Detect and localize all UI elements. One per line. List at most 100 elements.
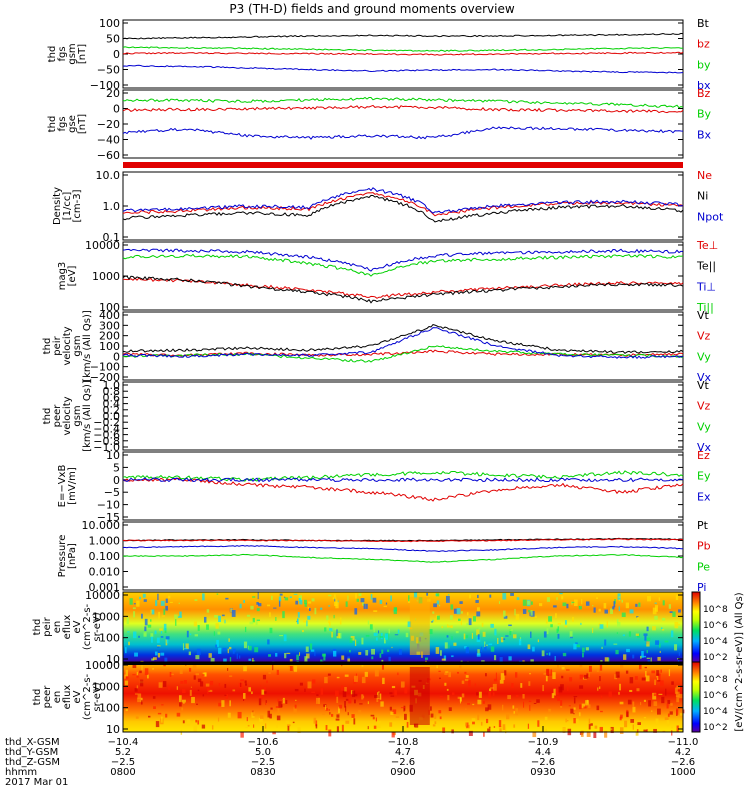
spectrogram-cell (183, 702, 185, 704)
spectrogram-cell (143, 632, 147, 637)
spectrogram-cell (490, 623, 494, 628)
spectrogram-cell (125, 647, 127, 654)
spectrogram-cell (277, 708, 280, 714)
spectrogram-cell (484, 641, 486, 648)
spectrogram-cell (477, 634, 480, 640)
spectrogram-cell (245, 683, 248, 686)
series-line (122, 126, 684, 140)
spectrogram-cell (662, 617, 666, 621)
spectrogram-cell (529, 612, 531, 617)
spectrogram-cell (588, 718, 591, 725)
spectrogram-cell (245, 727, 248, 729)
y-tick-label: 10 (106, 723, 120, 736)
spectrogram-cell (532, 731, 537, 738)
spectrogram-cell (483, 731, 485, 737)
y-axis-label: sr-eV) (92, 612, 103, 641)
spectrogram-cell (617, 621, 621, 627)
spectrogram-cell (604, 657, 609, 665)
y-tick-label: 10 (106, 449, 120, 462)
spectrogram-cell (472, 616, 476, 622)
spectrogram-cell (137, 693, 142, 700)
spectrogram-cell (247, 645, 249, 650)
x-axis-value: −2.5 (111, 757, 135, 768)
spectrogram-cell (356, 641, 359, 644)
spectrogram-cell (197, 678, 202, 683)
spectrogram-cell (461, 693, 465, 698)
legend-entry: by (697, 58, 711, 71)
spectrogram-cell (592, 627, 594, 634)
spectrogram-cell (459, 601, 463, 604)
spectrogram-cell (450, 625, 453, 629)
spectrogram-cell (181, 707, 184, 711)
spectrogram-cell (430, 706, 432, 711)
y-tick-label: 0.1 (103, 231, 121, 244)
spectrogram-cell (218, 615, 221, 623)
spectrogram-cell (367, 726, 369, 730)
spectrogram-cell (618, 606, 620, 612)
spectrogram-cell (200, 681, 204, 687)
spectrogram-cell (175, 619, 177, 626)
y-axis-label: velocity (62, 396, 73, 435)
spectrogram-cell (590, 723, 593, 726)
spectrogram-cell (600, 695, 603, 699)
spectrogram-cell (345, 601, 348, 607)
spectrogram-cell (269, 612, 271, 618)
spectrogram-cell (352, 690, 356, 698)
spectrogram-cell (293, 707, 297, 715)
spectrogram-cell (585, 647, 589, 651)
spectrogram-cell (282, 697, 285, 704)
spectrogram-cell (571, 601, 575, 603)
spectrogram-cell (358, 652, 362, 655)
spectrogram-cell (482, 631, 486, 637)
spectrogram-cell (354, 608, 358, 615)
spectrogram-event (409, 667, 430, 725)
spectrogram-cell (466, 623, 469, 626)
spectrogram-cell (348, 698, 352, 704)
spectrogram-cell (614, 674, 618, 680)
colorbar-tick: 10^6 (703, 691, 728, 701)
spectrogram-cell (548, 652, 551, 656)
spectrogram-cell (444, 672, 448, 675)
spectrogram-cell (436, 663, 438, 669)
spectrogram-cell (586, 673, 589, 679)
spectrogram-cell (460, 619, 462, 626)
spectrogram-cell (158, 611, 160, 619)
y-axis-label: peir (52, 335, 63, 355)
spectrogram-cell (610, 608, 613, 615)
spectrogram-cell (247, 724, 250, 727)
spectrogram-cell (372, 597, 377, 603)
spectrogram-cell (476, 607, 480, 611)
spectrogram-cell (389, 722, 393, 727)
spectrogram-cell (674, 621, 679, 629)
y-axis-label: [eV] (67, 266, 78, 287)
spectrogram-cell (628, 631, 632, 637)
spectrogram-cell (515, 708, 518, 716)
spectrogram-cell (579, 685, 584, 689)
spectrogram-cell (594, 725, 598, 729)
spectrogram-cell (133, 603, 136, 605)
spectrogram-cell (579, 704, 582, 710)
spectrogram-cell (559, 592, 563, 595)
spectrogram-cell (176, 686, 178, 690)
y-axis-label: thd (47, 116, 58, 133)
spectrogram-cell (527, 723, 530, 729)
spectrogram-cell (621, 599, 623, 603)
spectrogram-cell (208, 653, 212, 658)
spectrogram-cell (504, 670, 507, 676)
spectrogram-cell (191, 696, 195, 704)
spectrogram-cell (671, 681, 674, 685)
spectrogram-cell (147, 624, 152, 628)
spectrogram-cell (400, 707, 405, 709)
spectrogram-cell (336, 676, 340, 679)
spectrogram-cell (578, 606, 582, 610)
colorbar-tick: 10^4 (703, 707, 728, 717)
x-axis-value: 5.0 (255, 747, 271, 758)
spectrogram-cell (134, 688, 138, 692)
spectrogram-cell (532, 646, 535, 652)
spectrogram-cell (453, 608, 458, 614)
spectrogram-cell (441, 658, 446, 661)
y-axis-label: gsm (72, 405, 83, 426)
spectrogram-cell (652, 626, 656, 631)
legend-entry: Pt (697, 519, 709, 532)
spectrogram-cell (613, 643, 618, 645)
